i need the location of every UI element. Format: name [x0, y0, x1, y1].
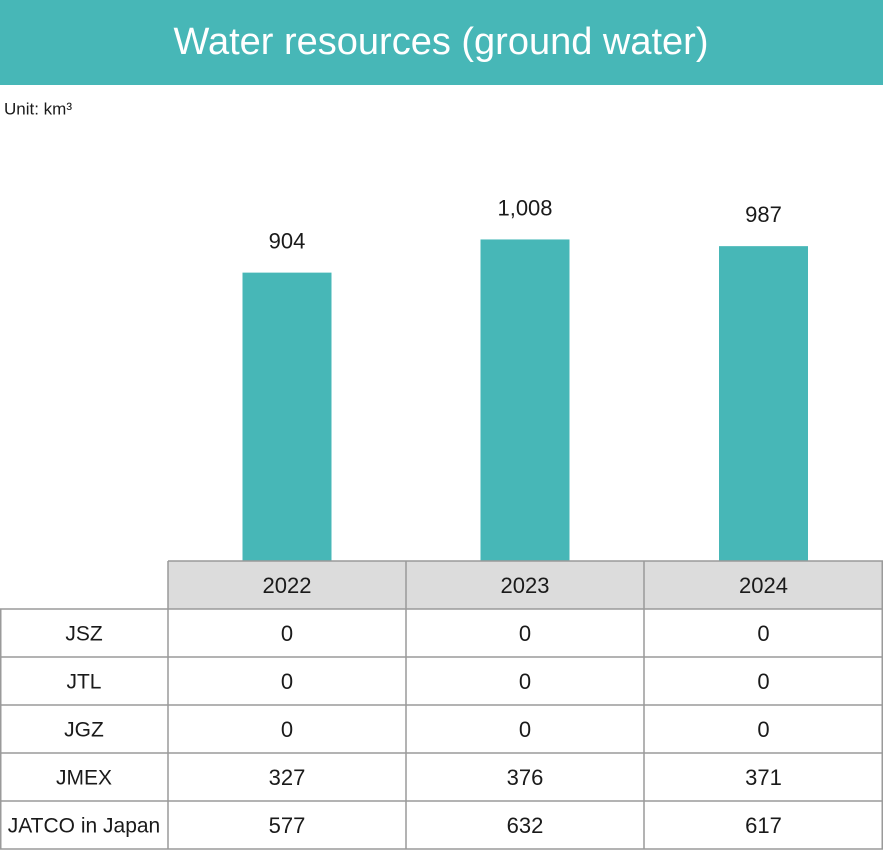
table-cell: 376	[507, 765, 544, 790]
table-cell: 0	[281, 621, 293, 646]
row-label: JMEX	[56, 767, 112, 790]
table-cell: 0	[519, 621, 531, 646]
table-cell: 0	[519, 669, 531, 694]
table-cell: 371	[745, 765, 782, 790]
unit-label: Unit: km³	[4, 99, 72, 118]
table-cell: 0	[757, 717, 769, 742]
value-label: 987	[745, 202, 782, 227]
value-label: 1,008	[497, 195, 552, 220]
column-header: 2022	[263, 573, 312, 598]
table-cell: 0	[281, 669, 293, 694]
table-cell: 577	[269, 813, 306, 838]
table-cell: 327	[269, 765, 306, 790]
table-cell: 0	[757, 621, 769, 646]
row-label: JSZ	[65, 623, 103, 646]
value-label: 904	[269, 228, 306, 253]
column-header: 2023	[501, 573, 550, 598]
table-cell: 617	[745, 813, 782, 838]
table-cell: 0	[519, 717, 531, 742]
bar	[480, 239, 570, 561]
column-header: 2024	[739, 573, 788, 598]
chart-title: Water resources (ground water)	[173, 21, 708, 63]
table-cell: 0	[281, 717, 293, 742]
row-label: JGZ	[64, 719, 104, 742]
table-cell: 632	[507, 813, 544, 838]
title-banner	[0, 0, 883, 85]
header-row	[168, 561, 883, 609]
bar	[719, 246, 808, 561]
row-label: JATCO in Japan	[8, 815, 161, 838]
row-label: JTL	[66, 671, 101, 694]
table-cell: 0	[757, 669, 769, 694]
bar	[242, 272, 332, 561]
